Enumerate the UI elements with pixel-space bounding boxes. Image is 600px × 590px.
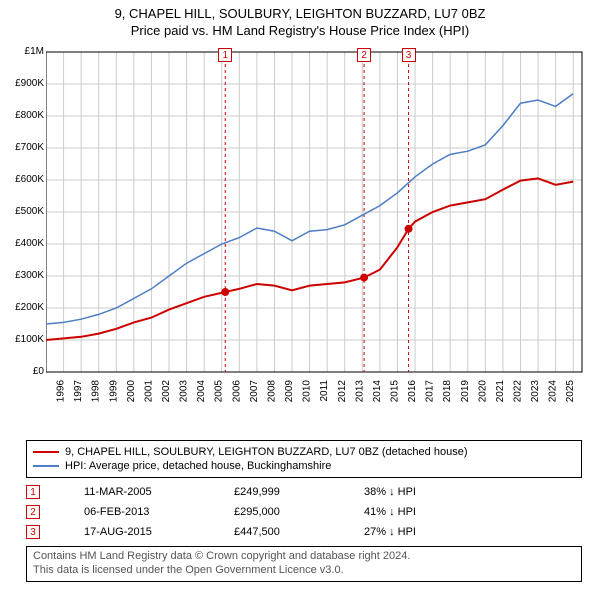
- svg-text:2014: 2014: [372, 380, 383, 403]
- legend-swatch-property: [33, 451, 59, 453]
- sale-price: £447,500: [234, 526, 324, 538]
- sale-marker-1: 1: [26, 485, 40, 499]
- svg-text:2012: 2012: [337, 380, 348, 403]
- svg-text:2020: 2020: [477, 380, 488, 403]
- legend: 9, CHAPEL HILL, SOULBURY, LEIGHTON BUZZA…: [26, 440, 582, 478]
- sale-row: 1 11-MAR-2005 £249,999 38% ↓ HPI: [26, 482, 464, 502]
- sale-row: 2 06-FEB-2013 £295,000 41% ↓ HPI: [26, 502, 464, 522]
- svg-text:1996: 1996: [56, 380, 67, 403]
- svg-text:2003: 2003: [179, 380, 190, 403]
- sale-date: 11-MAR-2005: [84, 486, 194, 498]
- footer-line-1: Contains HM Land Registry data © Crown c…: [33, 550, 575, 564]
- chart-sale-marker-2: 2: [357, 48, 371, 62]
- svg-text:2015: 2015: [389, 380, 400, 403]
- sale-marker-3: 3: [26, 525, 40, 539]
- svg-text:2013: 2013: [354, 380, 365, 403]
- sale-pct: 38% ↓ HPI: [364, 486, 464, 498]
- title-line-1: 9, CHAPEL HILL, SOULBURY, LEIGHTON BUZZA…: [0, 6, 600, 23]
- chart-svg: 1995 1996 1997 1998 1999 2000 2001 2002 2003 2004…: [46, 46, 586, 416]
- chart-sale-marker-1: 1: [218, 48, 232, 62]
- svg-text:2007: 2007: [249, 380, 260, 403]
- legend-row-property: 9, CHAPEL HILL, SOULBURY, LEIGHTON BUZZA…: [33, 445, 575, 459]
- svg-text:1999: 1999: [108, 380, 119, 403]
- svg-text:2006: 2006: [231, 380, 242, 403]
- svg-text:2001: 2001: [143, 380, 154, 403]
- sale-pct: 41% ↓ HPI: [364, 506, 464, 518]
- legend-label-hpi: HPI: Average price, detached house, Buck…: [65, 460, 331, 472]
- legend-label-property: 9, CHAPEL HILL, SOULBURY, LEIGHTON BUZZA…: [65, 446, 467, 458]
- svg-text:1995: 1995: [46, 380, 49, 403]
- sales-table: 1 11-MAR-2005 £249,999 38% ↓ HPI 2 06-FE…: [26, 482, 464, 542]
- chart-sale-marker-3: 3: [402, 48, 416, 62]
- y-tick-label: £300K: [4, 270, 44, 281]
- sale-price: £295,000: [234, 506, 324, 518]
- y-tick-label: £0: [4, 366, 44, 377]
- y-tick-label: £100K: [4, 334, 44, 345]
- footer: Contains HM Land Registry data © Crown c…: [26, 546, 582, 582]
- svg-text:2024: 2024: [548, 380, 559, 403]
- svg-text:2004: 2004: [196, 380, 207, 403]
- sale-pct: 27% ↓ HPI: [364, 526, 464, 538]
- legend-row-hpi: HPI: Average price, detached house, Buck…: [33, 459, 575, 473]
- svg-text:2008: 2008: [266, 380, 277, 403]
- svg-text:2017: 2017: [425, 380, 436, 403]
- svg-text:2011: 2011: [319, 380, 330, 402]
- svg-text:2025: 2025: [565, 380, 576, 403]
- y-tick-label: £200K: [4, 302, 44, 313]
- svg-text:2010: 2010: [302, 380, 313, 403]
- svg-text:2005: 2005: [214, 380, 225, 403]
- sale-marker-2: 2: [26, 505, 40, 519]
- svg-text:1998: 1998: [91, 380, 102, 403]
- y-tick-label: £1M: [4, 46, 44, 57]
- y-tick-label: £700K: [4, 142, 44, 153]
- sale-row: 3 17-AUG-2015 £447,500 27% ↓ HPI: [26, 522, 464, 542]
- sale-date: 17-AUG-2015: [84, 526, 194, 538]
- sale-date: 06-FEB-2013: [84, 506, 194, 518]
- y-tick-label: £800K: [4, 110, 44, 121]
- y-tick-label: £900K: [4, 78, 44, 89]
- svg-text:2009: 2009: [284, 380, 295, 403]
- svg-text:2016: 2016: [407, 380, 418, 403]
- svg-text:1997: 1997: [73, 380, 84, 403]
- footer-line-2: This data is licensed under the Open Gov…: [33, 564, 575, 578]
- y-tick-label: £600K: [4, 174, 44, 185]
- svg-text:2019: 2019: [460, 380, 471, 403]
- svg-text:2002: 2002: [161, 380, 172, 403]
- svg-text:2018: 2018: [442, 380, 453, 403]
- y-tick-label: £500K: [4, 206, 44, 217]
- svg-text:2000: 2000: [126, 380, 137, 403]
- svg-text:2022: 2022: [512, 380, 523, 403]
- legend-swatch-hpi: [33, 465, 59, 467]
- svg-text:2021: 2021: [495, 380, 506, 403]
- chart-area: 1995 1996 1997 1998 1999 2000 2001 2002 2003 2004…: [46, 46, 586, 416]
- svg-text:2023: 2023: [530, 380, 541, 403]
- y-tick-label: £400K: [4, 238, 44, 249]
- chart-title-block: 9, CHAPEL HILL, SOULBURY, LEIGHTON BUZZA…: [0, 0, 600, 44]
- title-line-2: Price paid vs. HM Land Registry's House …: [0, 23, 600, 40]
- sale-price: £249,999: [234, 486, 324, 498]
